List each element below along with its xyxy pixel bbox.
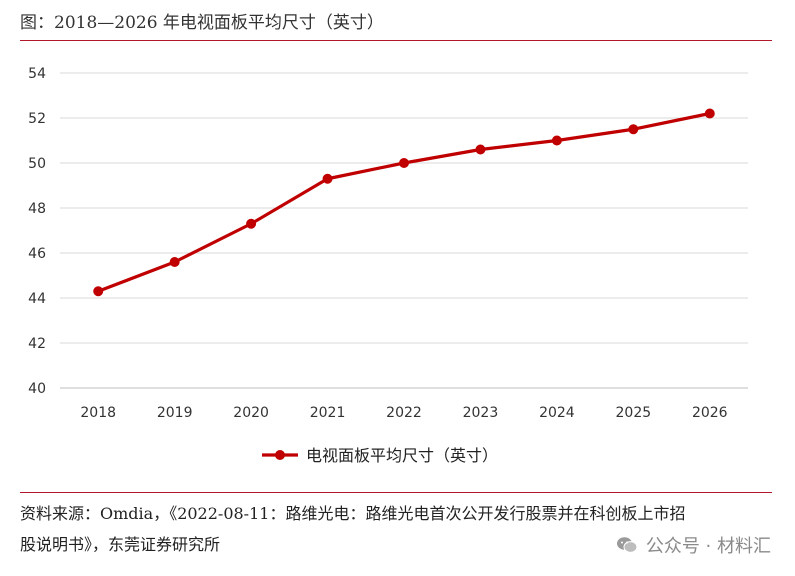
x-tick-label: 2024 bbox=[539, 405, 575, 421]
x-tick-label: 2019 bbox=[157, 405, 193, 421]
y-tick-label: 46 bbox=[28, 246, 46, 262]
source-line-1: 资料来源：Omdia，《2022-08-11：路维光电：路维光电首次公开发行股票… bbox=[20, 504, 686, 523]
legend-label: 电视面板平均尺寸（英寸） bbox=[306, 446, 498, 465]
data-point bbox=[399, 158, 409, 168]
x-tick-label: 2022 bbox=[386, 405, 422, 421]
data-point bbox=[322, 173, 333, 184]
data-point bbox=[704, 108, 715, 119]
y-tick-label: 40 bbox=[28, 381, 46, 397]
source-divider bbox=[20, 492, 772, 493]
source-line-2: 股说明书》，东莞证券研究所 bbox=[20, 535, 221, 554]
y-tick-label: 54 bbox=[28, 66, 46, 82]
x-tick-label: 2021 bbox=[310, 405, 346, 421]
x-tick-label: 2025 bbox=[616, 405, 652, 421]
legend-swatch-marker bbox=[275, 450, 285, 460]
x-tick-label: 2020 bbox=[233, 405, 269, 421]
data-point bbox=[475, 144, 486, 155]
grid-lines bbox=[60, 72, 748, 389]
legend: 电视面板平均尺寸（英寸） bbox=[262, 446, 498, 465]
y-tick-label: 42 bbox=[28, 336, 46, 352]
source-note: 资料来源：Omdia，《2022-08-11：路维光电：路维光电首次公开发行股票… bbox=[20, 498, 780, 560]
data-point bbox=[246, 218, 257, 229]
y-axis-ticks: 40 42 44 46 48 50 52 54 bbox=[28, 66, 46, 397]
wechat-icon bbox=[616, 537, 638, 553]
y-tick-label: 50 bbox=[28, 156, 46, 172]
y-tick-label: 44 bbox=[28, 291, 46, 307]
watermark: 公众号 · 材料汇 bbox=[616, 532, 771, 558]
data-point bbox=[169, 257, 180, 267]
data-point bbox=[93, 286, 104, 297]
x-tick-label: 2018 bbox=[80, 405, 116, 421]
y-tick-label: 48 bbox=[28, 201, 46, 217]
figure-title: 图：2018—2026 年电视面板平均尺寸（英寸） bbox=[20, 13, 384, 33]
x-tick-label: 2026 bbox=[692, 405, 728, 421]
series-line bbox=[96, 111, 712, 293]
data-point bbox=[551, 135, 562, 146]
series-layer bbox=[93, 108, 715, 297]
title-divider bbox=[20, 40, 772, 41]
x-axis-ticks: 2018 2019 2020 2021 2022 2023 2024 2025 2026 bbox=[80, 405, 727, 421]
data-point bbox=[628, 124, 639, 135]
watermark-text: 公众号 · 材料汇 bbox=[645, 536, 771, 557]
y-tick-label: 52 bbox=[28, 111, 46, 127]
x-tick-label: 2023 bbox=[463, 405, 499, 421]
line-chart: 40 42 44 46 48 50 52 54 2018 2019 2020 2021 2022 202… bbox=[28, 66, 748, 465]
